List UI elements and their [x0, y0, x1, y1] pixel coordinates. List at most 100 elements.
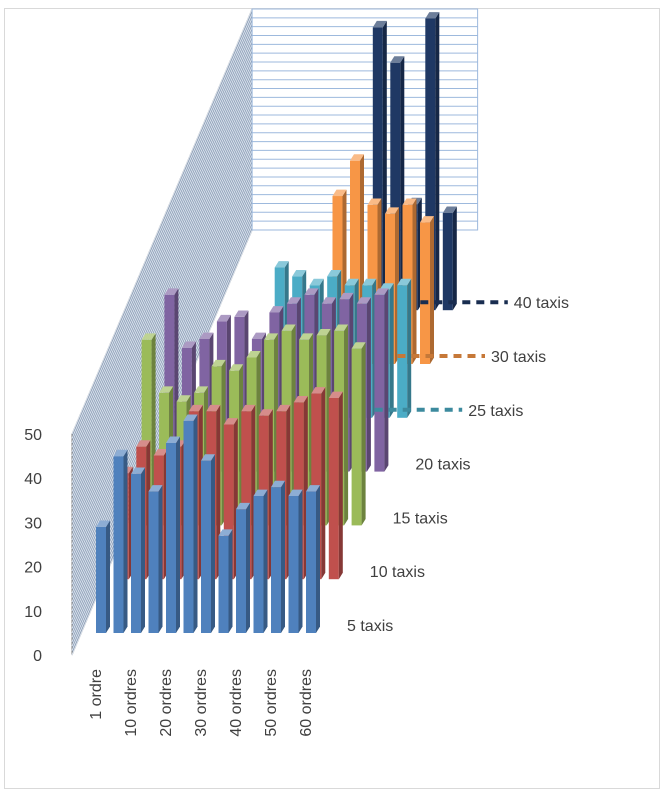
bar-top — [293, 396, 308, 403]
side-wall-gridline — [71, 123, 253, 550]
bar-top — [271, 480, 285, 488]
bar — [201, 454, 215, 633]
bar-top — [351, 342, 366, 349]
bar-side — [263, 489, 268, 633]
side-wall-gridline — [71, 154, 253, 581]
side-wall-gridline — [71, 106, 253, 532]
bar-front — [113, 456, 124, 633]
bar — [253, 489, 268, 633]
y-tick-label: 30 — [24, 515, 42, 532]
bar-top — [327, 269, 342, 277]
bar-side — [384, 288, 389, 472]
bar-top — [188, 404, 203, 412]
bar-side — [211, 454, 215, 633]
bar-top — [96, 520, 110, 527]
bar-top — [159, 386, 174, 393]
side-wall-gridline — [71, 128, 253, 554]
bar-side — [407, 278, 412, 418]
side-wall-gridline — [71, 70, 253, 497]
side-wall-gridline — [71, 136, 253, 563]
bar-front — [218, 535, 229, 633]
series-label: 15 taxis — [393, 510, 448, 527]
side-wall-gridline — [71, 48, 253, 474]
chart-bars — [96, 12, 457, 633]
side-wall-gridline — [71, 97, 253, 523]
side-wall-gridline — [71, 26, 253, 452]
bar — [271, 480, 285, 633]
series-label: 20 taxis — [415, 457, 470, 474]
bar-top — [420, 216, 434, 223]
bar-front — [328, 397, 339, 580]
bar-top — [299, 333, 314, 340]
bar-front — [351, 348, 362, 526]
side-wall-gridline — [71, 17, 253, 444]
side-wall-gridline — [71, 13, 253, 439]
bar-top — [264, 333, 279, 340]
side-wall-gridline — [71, 30, 253, 457]
x-tick-label: 20 ordres — [158, 669, 175, 737]
side-wall-gridline — [71, 44, 253, 470]
side-wall-gridline — [71, 145, 253, 572]
series-label: 5 taxis — [347, 618, 393, 635]
x-tick-label: 1 ordre — [88, 669, 105, 720]
bar-front — [241, 411, 252, 580]
bar-top — [113, 449, 128, 457]
bar-top — [153, 449, 168, 456]
bar — [131, 467, 145, 633]
side-wall-gridline — [71, 110, 253, 536]
bar-side — [366, 297, 371, 472]
bar-top — [131, 467, 145, 474]
series-label: 40 taxis — [514, 295, 569, 312]
bar-side — [412, 198, 417, 364]
bar-top — [269, 306, 284, 313]
bar-top — [234, 310, 249, 317]
bar-side — [228, 529, 233, 633]
bar-front — [148, 491, 159, 633]
side-wall-gridline — [71, 8, 253, 435]
bar-top — [425, 12, 440, 19]
x-tick-label: 60 ordres — [298, 669, 315, 737]
bar-front — [288, 495, 299, 633]
bar — [113, 449, 128, 633]
bar-front — [306, 491, 316, 633]
bar-front — [236, 509, 246, 633]
bar-top — [372, 20, 387, 28]
bar-top — [183, 414, 198, 421]
bar-front — [166, 442, 176, 633]
bar-side — [316, 485, 320, 633]
bar-top — [311, 387, 326, 394]
bar-top — [141, 333, 156, 340]
bar-top — [385, 207, 399, 214]
bar — [218, 529, 233, 633]
bar-top — [258, 409, 273, 416]
bar-front — [374, 294, 385, 472]
bar-top — [181, 341, 196, 348]
series-label: 10 taxis — [370, 564, 425, 581]
bar-top — [379, 283, 394, 290]
y-tick-label: 10 — [24, 604, 42, 621]
bar-side — [141, 467, 145, 633]
bar-front — [442, 212, 453, 311]
bar-side — [435, 12, 440, 311]
bar-front — [183, 420, 194, 633]
bar-top — [402, 198, 417, 205]
x-tick-label: 10 ordres — [123, 669, 140, 737]
bar — [397, 278, 412, 418]
bar-top — [286, 297, 301, 304]
bar — [351, 342, 366, 526]
bar-top — [276, 404, 291, 412]
bar-side — [338, 391, 343, 580]
side-wall-gridline — [71, 114, 253, 541]
bar-top — [201, 454, 215, 461]
bar-top — [390, 56, 405, 63]
y-tick-label: 50 — [24, 427, 42, 444]
bar-top — [344, 278, 359, 286]
side-wall-gridline — [71, 141, 253, 567]
bar-top — [136, 440, 151, 447]
bar-side — [193, 414, 198, 633]
side-wall-gridline — [71, 163, 253, 589]
bar-front — [372, 27, 383, 311]
x-tick-label: 40 ordres — [228, 669, 245, 737]
bar-top — [148, 485, 163, 492]
y-tick-label: 20 — [24, 560, 42, 577]
